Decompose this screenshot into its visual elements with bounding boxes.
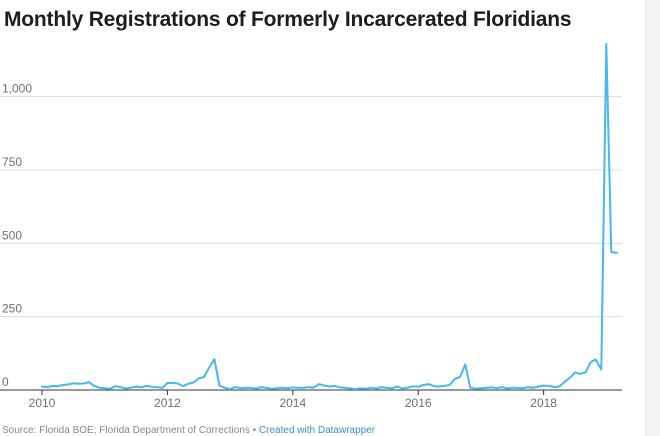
data-series bbox=[41, 42, 618, 391]
datawrapper-credit-link[interactable]: Created with Datawrapper bbox=[258, 425, 376, 436]
x-tick-label: 2014 bbox=[279, 396, 306, 410]
x-tick-label: 2010 bbox=[29, 396, 56, 410]
y-axis-ticks: 0 250 500 750 1,000 bbox=[2, 82, 32, 389]
y-tick-label: 750 bbox=[2, 155, 22, 169]
y-tick-label: 0 bbox=[2, 375, 9, 389]
source-text: Source: Florida BOE; Florida Department … bbox=[2, 425, 259, 436]
x-tick-label: 2018 bbox=[530, 396, 557, 410]
gridlines bbox=[0, 96, 622, 391]
chart-title: Monthly Registrations of Formerly Incarc… bbox=[4, 8, 572, 31]
x-tick-label: 2016 bbox=[405, 396, 432, 410]
line-chart: 0 250 500 750 1,000 2010 2012 2014 2016 2018 bbox=[0, 42, 622, 410]
y-tick-label: 500 bbox=[2, 228, 22, 242]
series-line bbox=[41, 42, 618, 391]
y-tick-label: 250 bbox=[2, 302, 22, 316]
x-axis-ticks: 2010 2012 2014 2016 2018 bbox=[29, 390, 557, 410]
window-edge bbox=[645, 0, 660, 436]
y-tick-label: 1,000 bbox=[2, 82, 32, 96]
source-note: Source: Florida BOE; Florida Department … bbox=[2, 425, 375, 436]
x-tick-label: 2012 bbox=[154, 396, 181, 410]
